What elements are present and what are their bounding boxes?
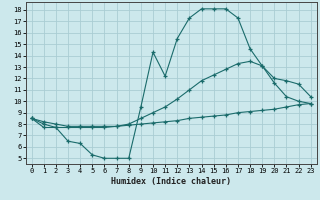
X-axis label: Humidex (Indice chaleur): Humidex (Indice chaleur): [111, 177, 231, 186]
